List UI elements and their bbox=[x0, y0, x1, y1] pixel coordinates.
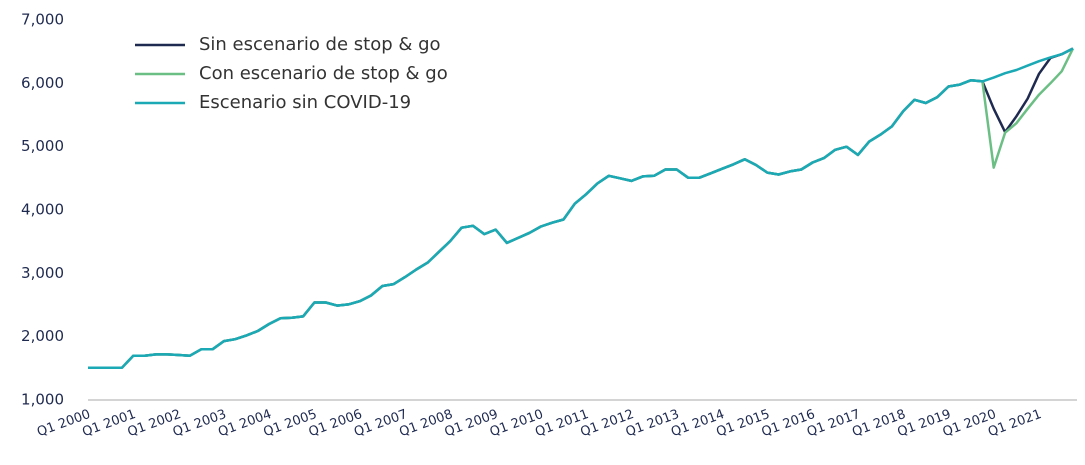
y-tick-label: 7,000 bbox=[21, 11, 64, 29]
legend-label: Escenario sin COVID-19 bbox=[199, 92, 411, 113]
legend-label: Sin escenario de stop & go bbox=[199, 34, 441, 55]
y-tick-label: 2,000 bbox=[21, 327, 64, 345]
y-tick-label: 4,000 bbox=[21, 201, 64, 219]
legend-label: Con escenario de stop & go bbox=[199, 63, 448, 84]
y-tick-label: 5,000 bbox=[21, 137, 64, 155]
series-line bbox=[88, 47, 1074, 369]
y-tick-label: 6,000 bbox=[21, 74, 64, 92]
y-tick-label: 1,000 bbox=[21, 391, 64, 409]
y-tick-label: 3,000 bbox=[21, 264, 64, 282]
